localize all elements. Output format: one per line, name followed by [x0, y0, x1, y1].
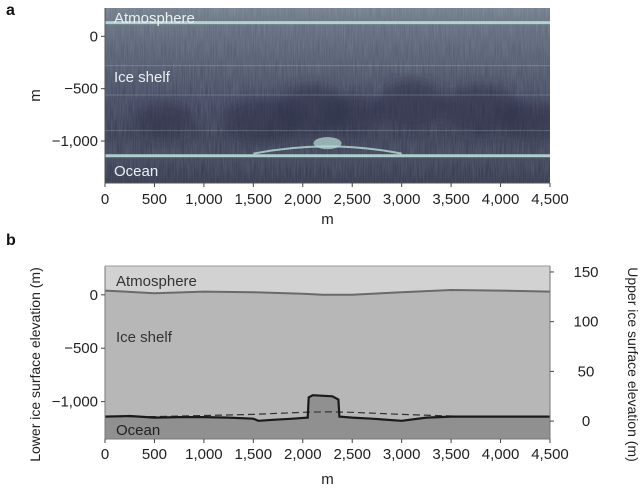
- echogram-image: [105, 8, 550, 183]
- x-tick-label: 500: [142, 446, 167, 463]
- x-tick-label: 1,500: [235, 191, 273, 208]
- panel-b-letter: b: [6, 232, 16, 249]
- x-tick-label: 1,500: [235, 446, 273, 463]
- x-tick-label: 4,500: [531, 191, 569, 208]
- y2-tick-label: 150: [573, 264, 598, 281]
- upper-surface-line: [105, 288, 550, 296]
- x-tick-label: 1,000: [185, 191, 223, 208]
- x-tick-label: 2,500: [333, 191, 371, 208]
- x-tick-label: 2,000: [284, 191, 322, 208]
- x-tick-label: 2,500: [333, 446, 371, 463]
- y-axis-title: Lower ice surface elevation (m): [27, 267, 43, 462]
- ocean-region: [105, 395, 550, 439]
- y-tick-label: −1,000: [52, 394, 98, 411]
- x-tick-label: 3,500: [432, 446, 470, 463]
- ocean-label: Ocean: [116, 422, 160, 439]
- ice-shelf-label: Ice shelf: [114, 69, 171, 86]
- atmosphere-label: Atmosphere: [116, 273, 197, 290]
- x-axis-title: m: [321, 471, 334, 488]
- y-axis-title: m: [27, 89, 44, 102]
- x-tick-label: 0: [101, 191, 109, 208]
- echogram-shadow: [134, 102, 195, 139]
- x-tick-label: 0: [101, 446, 109, 463]
- x-tick-label: 3,500: [432, 191, 470, 208]
- echogram-shadow: [500, 102, 550, 139]
- channel-apex-glow: [313, 137, 342, 150]
- x-tick-label: 3,000: [383, 446, 421, 463]
- lower-surface-line: [105, 394, 550, 422]
- ice-shelf-label: Ice shelf: [116, 329, 173, 346]
- echogram-shadow: [322, 94, 383, 135]
- x-tick-label: 4,000: [482, 191, 520, 208]
- ocean-label: Ocean: [114, 163, 158, 180]
- y2-tick-label: 100: [573, 314, 598, 331]
- y2-tick-label: 50: [578, 363, 595, 380]
- x-tick-label: 500: [142, 191, 167, 208]
- atmosphere-label: Atmosphere: [114, 10, 195, 27]
- panel-a-letter: a: [6, 2, 15, 19]
- y-tick-label: −1,000: [52, 133, 98, 150]
- y-tick-label: −500: [64, 340, 98, 357]
- y2-tick-label: 0: [582, 413, 590, 430]
- x-tick-label: 2,000: [284, 446, 322, 463]
- x-tick-label: 4,500: [531, 446, 569, 463]
- x-axis-title: m: [321, 211, 334, 228]
- echogram-shadow: [376, 79, 447, 130]
- y2-axis-title: Upper ice surface elevation (m): [625, 267, 640, 462]
- dashed-reference-line: [105, 411, 550, 418]
- y-tick-label: 0: [90, 28, 98, 45]
- y-tick-label: 0: [90, 287, 98, 304]
- x-tick-label: 4,000: [482, 446, 520, 463]
- y-tick-label: −500: [64, 81, 98, 98]
- radar-echogram-chart: Atmosphere Ice shelf Ocean 0 500 1,000 1,500 2,…: [27, 8, 569, 228]
- x-tick-label: 1,000: [185, 446, 223, 463]
- ice-shelf-region: [105, 290, 550, 421]
- x-tick-label: 3,000: [383, 191, 421, 208]
